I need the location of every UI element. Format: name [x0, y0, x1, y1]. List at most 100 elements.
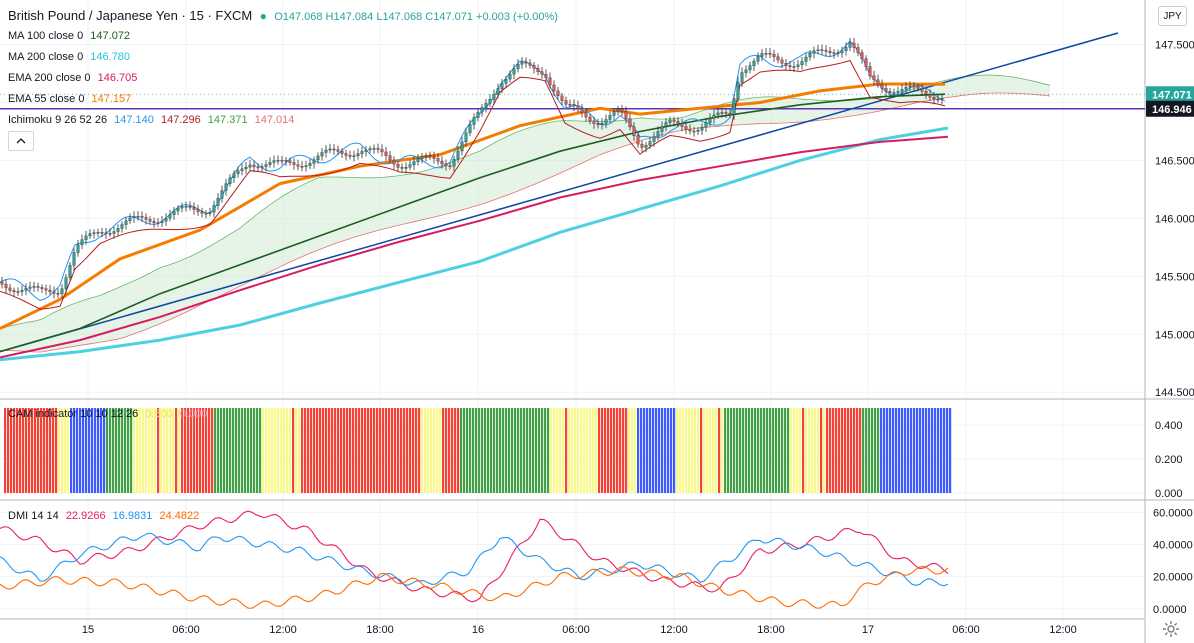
- candle-body: [384, 151, 388, 156]
- candle-body: [236, 170, 240, 174]
- legend-cam[interactable]: CAM indicator 10 10 12 26 0.500 0.000: [8, 408, 211, 420]
- legend-ema200[interactable]: EMA 200 close 0 146.705: [8, 72, 141, 84]
- candle: [256, 163, 260, 172]
- cam-bar: [325, 408, 328, 493]
- candle-body: [496, 88, 500, 95]
- cam-bar: [187, 408, 190, 493]
- legend-ma200[interactable]: MA 200 close 0 146.780: [8, 51, 134, 63]
- candle: [468, 119, 472, 137]
- cam-bar: [442, 408, 445, 493]
- ichimoku-cloud: [0, 75, 1050, 352]
- cam-bar: [61, 408, 64, 493]
- collapse-legend-button[interactable]: [8, 131, 34, 151]
- candle: [652, 131, 656, 147]
- cam-bar: [523, 408, 526, 493]
- cam-bar: [205, 408, 208, 493]
- candle: [836, 49, 840, 57]
- cam-bar: [313, 408, 316, 493]
- candle-body: [228, 177, 232, 184]
- candle-body: [864, 58, 868, 67]
- candle-body: [524, 61, 528, 64]
- candle-body: [484, 103, 488, 108]
- candle-body: [388, 155, 392, 161]
- cam-bar: [31, 408, 34, 493]
- candle-body: [716, 112, 720, 116]
- candle: [4, 279, 8, 294]
- time-tick-label: 17: [862, 624, 874, 636]
- candle-body: [212, 205, 216, 213]
- candle: [684, 121, 688, 135]
- cam-bar: [400, 408, 403, 493]
- candle-body: [736, 81, 740, 99]
- legend-ema55[interactable]: EMA 55 close 0 147.157: [8, 93, 135, 105]
- cam-bar: [598, 408, 601, 493]
- legend-label: Ichimoku 9 26 52 26: [8, 114, 108, 126]
- price-label-text: 146.946: [1152, 104, 1192, 116]
- price-tick-label: 145.500: [1155, 271, 1194, 283]
- cam-bar: [904, 408, 907, 493]
- candle-body: [0, 281, 4, 285]
- candle: [524, 57, 528, 68]
- cam-bar: [763, 408, 766, 493]
- gear-icon[interactable]: [1162, 620, 1180, 638]
- candle: [552, 80, 556, 97]
- candle-body: [444, 163, 448, 166]
- candle-body: [260, 166, 264, 168]
- candle: [632, 121, 636, 141]
- candle-body: [596, 123, 600, 125]
- legend-ma100[interactable]: MA 100 close 0 147.072: [8, 30, 134, 42]
- candle: [700, 123, 704, 136]
- currency-button[interactable]: JPY: [1158, 6, 1187, 26]
- candle-body: [324, 149, 328, 153]
- cam-bar: [211, 408, 214, 493]
- candle: [192, 202, 196, 215]
- cam-bar: [319, 408, 322, 493]
- ma200-line: [0, 126, 949, 362]
- candle-body: [456, 150, 460, 160]
- cam-bar: [784, 408, 787, 493]
- cam-bar: [361, 408, 364, 493]
- candle-body: [876, 79, 880, 85]
- price-tick-label: 145.000: [1155, 329, 1194, 341]
- legend-ichimoku[interactable]: Ichimoku 9 26 52 26 147.140 147.296 147.…: [8, 114, 298, 126]
- candle-body: [488, 99, 492, 104]
- cam-bar: [571, 408, 574, 493]
- candle: [372, 144, 376, 154]
- candle-body: [676, 121, 680, 124]
- candle: [832, 49, 836, 59]
- cam-bar: [505, 408, 508, 493]
- cam-bar: [790, 408, 793, 493]
- legend-value: 24.4822: [159, 510, 200, 522]
- candle-body: [724, 112, 728, 114]
- legend-dmi[interactable]: DMI 14 14 22.9266 16.9831 24.4822: [8, 510, 203, 522]
- cam-bar: [94, 408, 97, 493]
- cam-bar: [538, 408, 541, 493]
- candle-body: [52, 291, 56, 294]
- candle-body: [32, 286, 36, 288]
- cam-bar: [112, 408, 115, 493]
- candle: [940, 94, 944, 105]
- candle: [816, 44, 820, 55]
- candle-body: [392, 159, 396, 165]
- candle-body: [780, 59, 784, 64]
- cam-bar: [535, 408, 538, 493]
- candle-body: [852, 42, 856, 48]
- candle: [932, 92, 936, 105]
- cam-bar: [826, 408, 829, 493]
- price-tick-label: 146.000: [1155, 213, 1194, 225]
- candle-body: [480, 107, 484, 113]
- cam-bar: [811, 408, 814, 493]
- legend-label: MA 200 close 0: [8, 51, 84, 63]
- cam-bar: [736, 408, 739, 493]
- cam-bar: [241, 408, 244, 493]
- cam-tick-label: 0.400: [1155, 420, 1183, 432]
- candle-body: [100, 231, 104, 234]
- cam-bar: [892, 408, 895, 493]
- time-tick-label: 12:00: [1049, 624, 1077, 636]
- cam-bar: [424, 408, 427, 493]
- cam-bar: [583, 408, 586, 493]
- cam-bar: [52, 408, 55, 493]
- cam-bar: [76, 408, 79, 493]
- candle: [800, 56, 804, 70]
